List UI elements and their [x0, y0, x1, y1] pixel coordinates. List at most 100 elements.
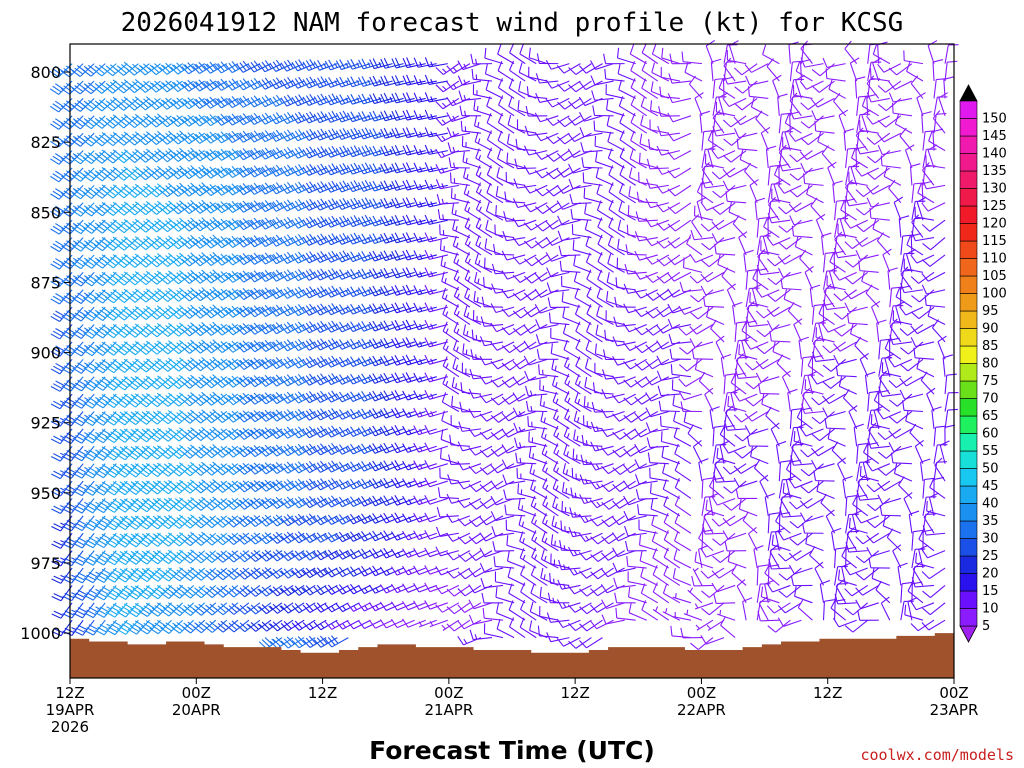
- wind-barb: [718, 92, 729, 116]
- wind-barb: [612, 411, 636, 422]
- wind-barb: [745, 269, 758, 290]
- wind-barb: [694, 602, 714, 610]
- wind-barb: [833, 341, 857, 352]
- wind-barb: [424, 57, 448, 68]
- wind-barb: [469, 629, 493, 641]
- wind-barb: [701, 178, 725, 189]
- wind-barb: [413, 267, 437, 278]
- wind-barb: [921, 567, 946, 580]
- wind-barb: [787, 302, 802, 325]
- wind-barb: [862, 442, 880, 465]
- wind-barb: [247, 445, 272, 458]
- wind-barb: [50, 445, 73, 462]
- wind-barb: [700, 285, 725, 296]
- wind-barb: [203, 374, 228, 389]
- wind-barb: [203, 286, 228, 301]
- site-credit[interactable]: coolwx.com/models: [860, 746, 1014, 764]
- wind-barb: [875, 580, 891, 604]
- wind-barb: [450, 187, 471, 204]
- wind-barb: [581, 157, 603, 169]
- wind-barb: [553, 443, 570, 465]
- wind-barb: [346, 58, 371, 70]
- wind-barb: [605, 84, 625, 99]
- wind-barb: [529, 601, 548, 621]
- wind-barb: [545, 79, 570, 89]
- wind-barb: [611, 515, 636, 526]
- wind-barb: [640, 566, 659, 586]
- wind-barb: [335, 619, 360, 630]
- wind-barb: [528, 447, 548, 465]
- wind-barb: [766, 236, 791, 246]
- wind-barb: [424, 530, 448, 540]
- wind-barb: [792, 84, 813, 99]
- wind-barb: [512, 237, 537, 247]
- wind-barb: [192, 269, 217, 284]
- wind-barb: [645, 271, 670, 284]
- wind-barb: [358, 76, 382, 87]
- wind-barb: [468, 599, 493, 610]
- wind-barb: [777, 254, 802, 265]
- wind-barb: [568, 178, 592, 190]
- wind-barb: [170, 147, 194, 162]
- wind-barb: [464, 200, 482, 221]
- wind-barb: [778, 219, 802, 233]
- wind-barb: [880, 596, 891, 621]
- wind-barb: [733, 392, 758, 402]
- wind-barb: [856, 442, 869, 464]
- wind-barb: [796, 408, 813, 430]
- wind-barb: [441, 410, 460, 430]
- wind-barb: [468, 463, 493, 475]
- wind-barb: [472, 84, 493, 99]
- wind-barb: [51, 515, 73, 532]
- wind-barb: [783, 289, 802, 308]
- wind-barb: [474, 253, 493, 273]
- colorbar-swatch: [959, 468, 978, 487]
- colorbar-tick-label: 100: [982, 287, 1007, 302]
- wind-barb: [542, 460, 559, 482]
- wind-barb: [369, 110, 393, 122]
- wind-barb: [413, 337, 437, 348]
- wind-barb: [126, 340, 150, 356]
- wind-barb: [435, 566, 460, 576]
- wind-barb: [247, 532, 272, 545]
- wind-barb: [490, 393, 515, 406]
- wind-barb: [619, 113, 636, 134]
- wind-barb: [62, 550, 84, 567]
- wind-barb: [705, 499, 725, 517]
- wind-barb: [49, 115, 73, 130]
- wind-barb: [115, 61, 139, 76]
- wind-barb: [380, 57, 404, 69]
- wind-barb: [889, 305, 904, 325]
- colorbar-swatch: [959, 118, 978, 137]
- wind-barb: [413, 197, 437, 208]
- wind-barb: [424, 495, 448, 505]
- wind-barb: [567, 584, 592, 595]
- wind-barb: [699, 110, 710, 134]
- wind-barb: [773, 165, 791, 186]
- wind-barb: [767, 512, 780, 534]
- wind-barb: [413, 372, 437, 383]
- wind-barb: [214, 410, 239, 423]
- wind-barb: [713, 593, 736, 605]
- wind-barb: [812, 335, 824, 360]
- wind-barb: [624, 525, 647, 537]
- wind-barb: [635, 211, 658, 222]
- wind-barb: [927, 305, 946, 326]
- wind-barb: [580, 142, 603, 153]
- wind-barb: [788, 132, 813, 142]
- wind-barb: [391, 75, 415, 86]
- wind-barb: [877, 98, 902, 112]
- wind-barb: [479, 375, 504, 385]
- wind-barb: [391, 110, 415, 121]
- wind-barb: [667, 112, 692, 123]
- wind-barb: [302, 128, 327, 141]
- wind-barb: [490, 341, 515, 351]
- wind-barb: [734, 97, 758, 111]
- wind-barb: [658, 106, 680, 117]
- wind-barb: [567, 132, 592, 143]
- wind-barb: [722, 115, 747, 128]
- wind-barb: [214, 393, 239, 406]
- wind-barb: [457, 480, 482, 490]
- wind-barb: [672, 611, 692, 621]
- wind-barb: [402, 302, 426, 314]
